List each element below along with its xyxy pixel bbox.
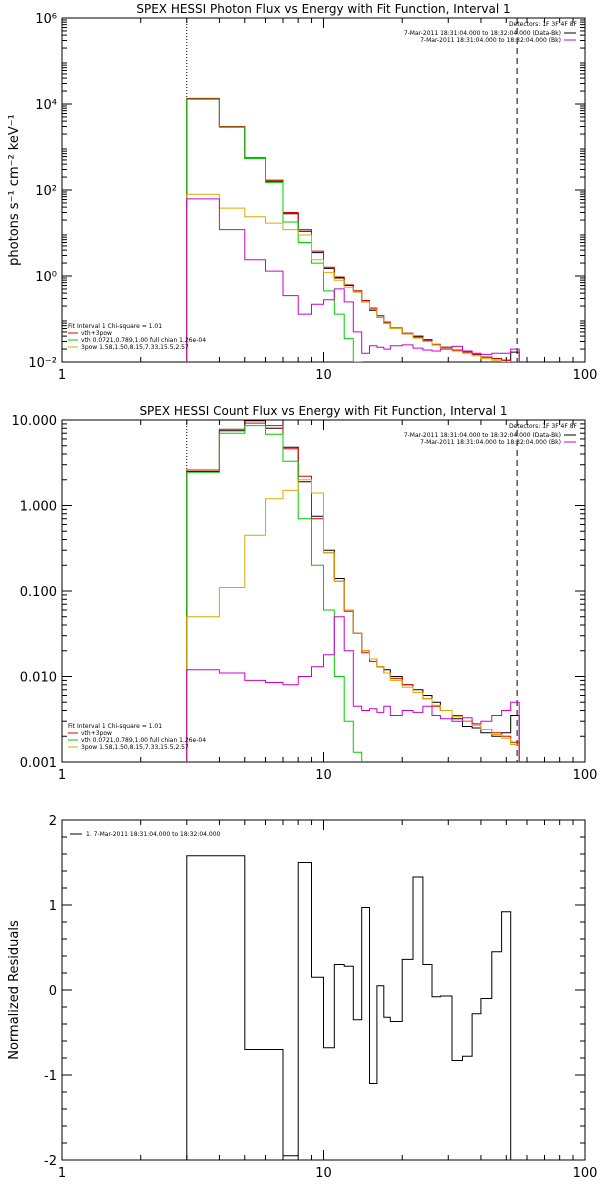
y-tick-label: 10.000	[12, 414, 58, 429]
chart-title: SPEX HESSI Count Flux vs Energy with Fit…	[139, 404, 507, 418]
axes-frame	[61, 17, 586, 363]
fit-legend-text: vth+3pow	[81, 730, 112, 737]
detectors-label: Detectors: 1F 3F 4F 8F	[509, 21, 578, 28]
x-tick-label: 1	[58, 368, 66, 383]
y-tick-label: -2	[44, 1154, 57, 1169]
chart-panel-1: SPEX HESSI Photon Flux vs Energy with Fi…	[7, 2, 597, 383]
legend-text: 1. 7-Mar-2011 18:31:04.000 to 18:32:04.0…	[86, 831, 221, 838]
series-line-1	[186, 98, 520, 362]
legend-text: 7-Mar-2011 18:31:04.000 to 18:32:04.000 …	[420, 37, 561, 44]
series-line-3	[186, 425, 363, 762]
series-line-5	[186, 616, 520, 762]
x-tick-label: 100	[573, 1166, 598, 1181]
x-tick-label: 1	[58, 1166, 66, 1181]
y-tick-label: 0	[49, 984, 57, 999]
y-tick-label: 10⁻²	[28, 356, 57, 371]
x-tick-label: 10	[315, 768, 332, 783]
x-tick-label: 10	[315, 1166, 332, 1181]
chart-title: SPEX HESSI Photon Flux vs Energy with Fi…	[136, 2, 510, 16]
series-group	[186, 97, 520, 362]
y-tick-label: 10⁴	[35, 98, 57, 113]
fit-legend-header: Fit Interval 1 Chi-square = 1.01	[68, 323, 162, 330]
y-tick-label: 10⁶	[35, 12, 57, 27]
fit-legend-text: 3pow 1.58,1.50,8.15,7.33,15.5,2.57	[81, 344, 189, 351]
series-line-3	[186, 98, 363, 362]
y-tick-label: 0.100	[20, 585, 57, 600]
detectors-label: Detectors: 1F 3F 4F 8F	[509, 423, 578, 430]
legend-text: 7-Mar-2011 18:31:04.000 to 18:32:04.000 …	[404, 30, 561, 37]
y-tick-label: 0.010	[20, 671, 57, 686]
fit-legend-text: vth 0.0721,0.789,1.00 full chian 1.26e-0…	[81, 337, 206, 344]
fit-legend-header: Fit Interval 1 Chi-square = 1.01	[68, 723, 162, 730]
y-tick-label: 1.000	[20, 500, 57, 515]
series-line-1	[186, 855, 520, 1160]
fit-legend-text: 3pow 1.58,1.50,8.15,7.33,15.5,2.57	[81, 744, 189, 751]
legend-text: 7-Mar-2011 18:31:04.000 to 18:32:04.000 …	[420, 439, 561, 446]
y-axis-label: photons s⁻¹ cm⁻² keV⁻¹	[7, 114, 22, 266]
series-line-5	[186, 198, 520, 362]
y-tick-label: 1	[49, 899, 57, 914]
y-tick-label: 10²	[35, 184, 57, 199]
x-tick-label: 100	[573, 368, 598, 383]
x-tick-label: 1	[58, 768, 66, 783]
y-tick-label: 10⁰	[35, 270, 57, 285]
series-group	[186, 855, 520, 1160]
fit-legend-text: vth+3pow	[81, 330, 112, 337]
x-tick-label: 10	[315, 368, 332, 383]
series-group	[186, 420, 520, 762]
series-line-2	[186, 97, 520, 362]
y-tick-label: -1	[44, 1069, 57, 1084]
series-line-4	[186, 193, 512, 362]
y-tick-label: 2	[49, 814, 57, 829]
fit-legend-text: vth 0.0721,0.789,1.00 full chian 1.26e-0…	[81, 737, 206, 744]
series-line-4	[186, 479, 520, 762]
y-axis-label: Normalized Residuals	[7, 920, 22, 1060]
chart-panel-3: Normalized Residuals 1 10 100 -2 -1 0 1 2 1. 7-Ma…	[7, 814, 597, 1181]
chart-panel-2: SPEX HESSI Count Flux vs Energy with Fit…	[12, 404, 598, 783]
x-tick-label: 100	[573, 768, 598, 783]
legend-text: 7-Mar-2011 18:31:04.000 to 18:32:04.000 …	[404, 432, 561, 439]
y-tick-label: 0.001	[20, 756, 57, 771]
